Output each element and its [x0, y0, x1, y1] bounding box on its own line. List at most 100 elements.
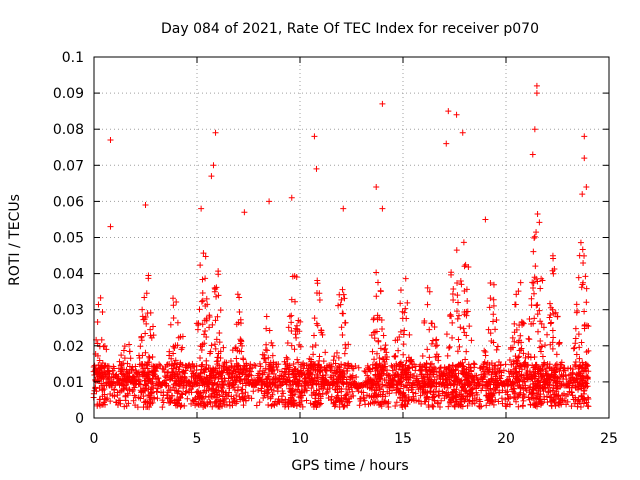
data-point	[190, 398, 197, 405]
data-point	[463, 332, 470, 339]
data-point	[230, 395, 237, 402]
data-point	[142, 387, 149, 394]
data-point	[268, 339, 275, 346]
data-point	[111, 393, 118, 400]
data-point	[490, 296, 497, 303]
data-point	[436, 403, 443, 410]
data-point	[570, 345, 577, 352]
data-point	[533, 302, 540, 309]
data-point	[502, 361, 509, 368]
data-point	[137, 395, 144, 402]
data-point	[496, 389, 503, 396]
data-point	[213, 284, 220, 291]
data-point	[247, 361, 254, 368]
data-point	[294, 356, 301, 363]
data-point	[572, 340, 579, 347]
data-point	[395, 347, 402, 354]
data-point	[379, 100, 386, 107]
data-point	[239, 380, 246, 387]
data-point	[280, 390, 287, 397]
data-point	[379, 326, 386, 333]
data-point	[285, 377, 292, 384]
data-point	[549, 327, 556, 334]
data-point	[464, 297, 471, 304]
data-point	[143, 362, 150, 369]
data-point	[211, 341, 218, 348]
data-point	[572, 325, 579, 332]
data-point	[416, 367, 423, 374]
data-point	[95, 301, 102, 308]
data-point	[490, 281, 497, 288]
data-point	[316, 296, 323, 303]
data-point	[179, 333, 186, 340]
data-point	[130, 397, 137, 404]
data-point	[174, 342, 181, 349]
data-point	[243, 397, 250, 404]
data-point	[303, 397, 310, 404]
data-point	[530, 284, 537, 291]
data-point	[215, 268, 222, 275]
data-point	[97, 396, 104, 403]
data-point	[377, 288, 384, 295]
data-point	[492, 362, 499, 369]
data-point	[257, 363, 264, 370]
data-point	[449, 290, 456, 297]
data-point	[180, 384, 187, 391]
data-point	[573, 351, 580, 358]
data-point	[167, 321, 174, 328]
data-point	[243, 362, 250, 369]
data-point	[475, 380, 482, 387]
data-point	[584, 375, 591, 382]
data-point	[242, 382, 249, 389]
data-point	[181, 402, 188, 409]
data-point	[448, 269, 455, 276]
x-tick-label: 5	[193, 431, 202, 447]
data-point	[536, 307, 543, 314]
data-point	[519, 402, 526, 409]
data-point	[520, 320, 527, 327]
data-point	[483, 387, 490, 394]
data-point	[290, 361, 297, 368]
data-point	[392, 352, 399, 359]
data-point	[292, 298, 299, 305]
data-point	[406, 365, 413, 372]
data-point	[444, 352, 451, 359]
data-point	[265, 401, 272, 408]
data-point	[341, 295, 348, 302]
data-point	[218, 403, 225, 410]
data-point	[539, 277, 546, 284]
data-point	[206, 314, 213, 321]
data-point	[307, 400, 314, 407]
data-point	[493, 371, 500, 378]
data-point	[258, 387, 265, 394]
data-point	[179, 361, 186, 368]
data-point	[387, 372, 394, 379]
data-point	[537, 391, 544, 398]
data-point	[210, 162, 217, 169]
data-point	[574, 308, 581, 315]
data-point	[121, 343, 128, 350]
data-point	[299, 392, 306, 399]
data-point	[474, 391, 481, 398]
data-point	[146, 404, 153, 411]
data-point	[582, 273, 589, 280]
data-point	[531, 234, 538, 241]
data-point	[518, 345, 525, 352]
data-point	[341, 350, 348, 357]
data-point	[184, 395, 191, 402]
data-point	[107, 223, 114, 230]
data-point	[141, 294, 148, 301]
data-point	[403, 315, 410, 322]
data-point	[462, 356, 469, 363]
data-point	[217, 355, 224, 362]
data-point	[309, 381, 316, 388]
data-point	[214, 354, 221, 361]
data-point	[491, 362, 498, 369]
data-point	[493, 346, 500, 353]
data-point	[283, 381, 290, 388]
data-point	[183, 388, 190, 395]
data-point	[106, 370, 113, 377]
data-point	[101, 401, 108, 408]
data-point	[482, 348, 489, 355]
